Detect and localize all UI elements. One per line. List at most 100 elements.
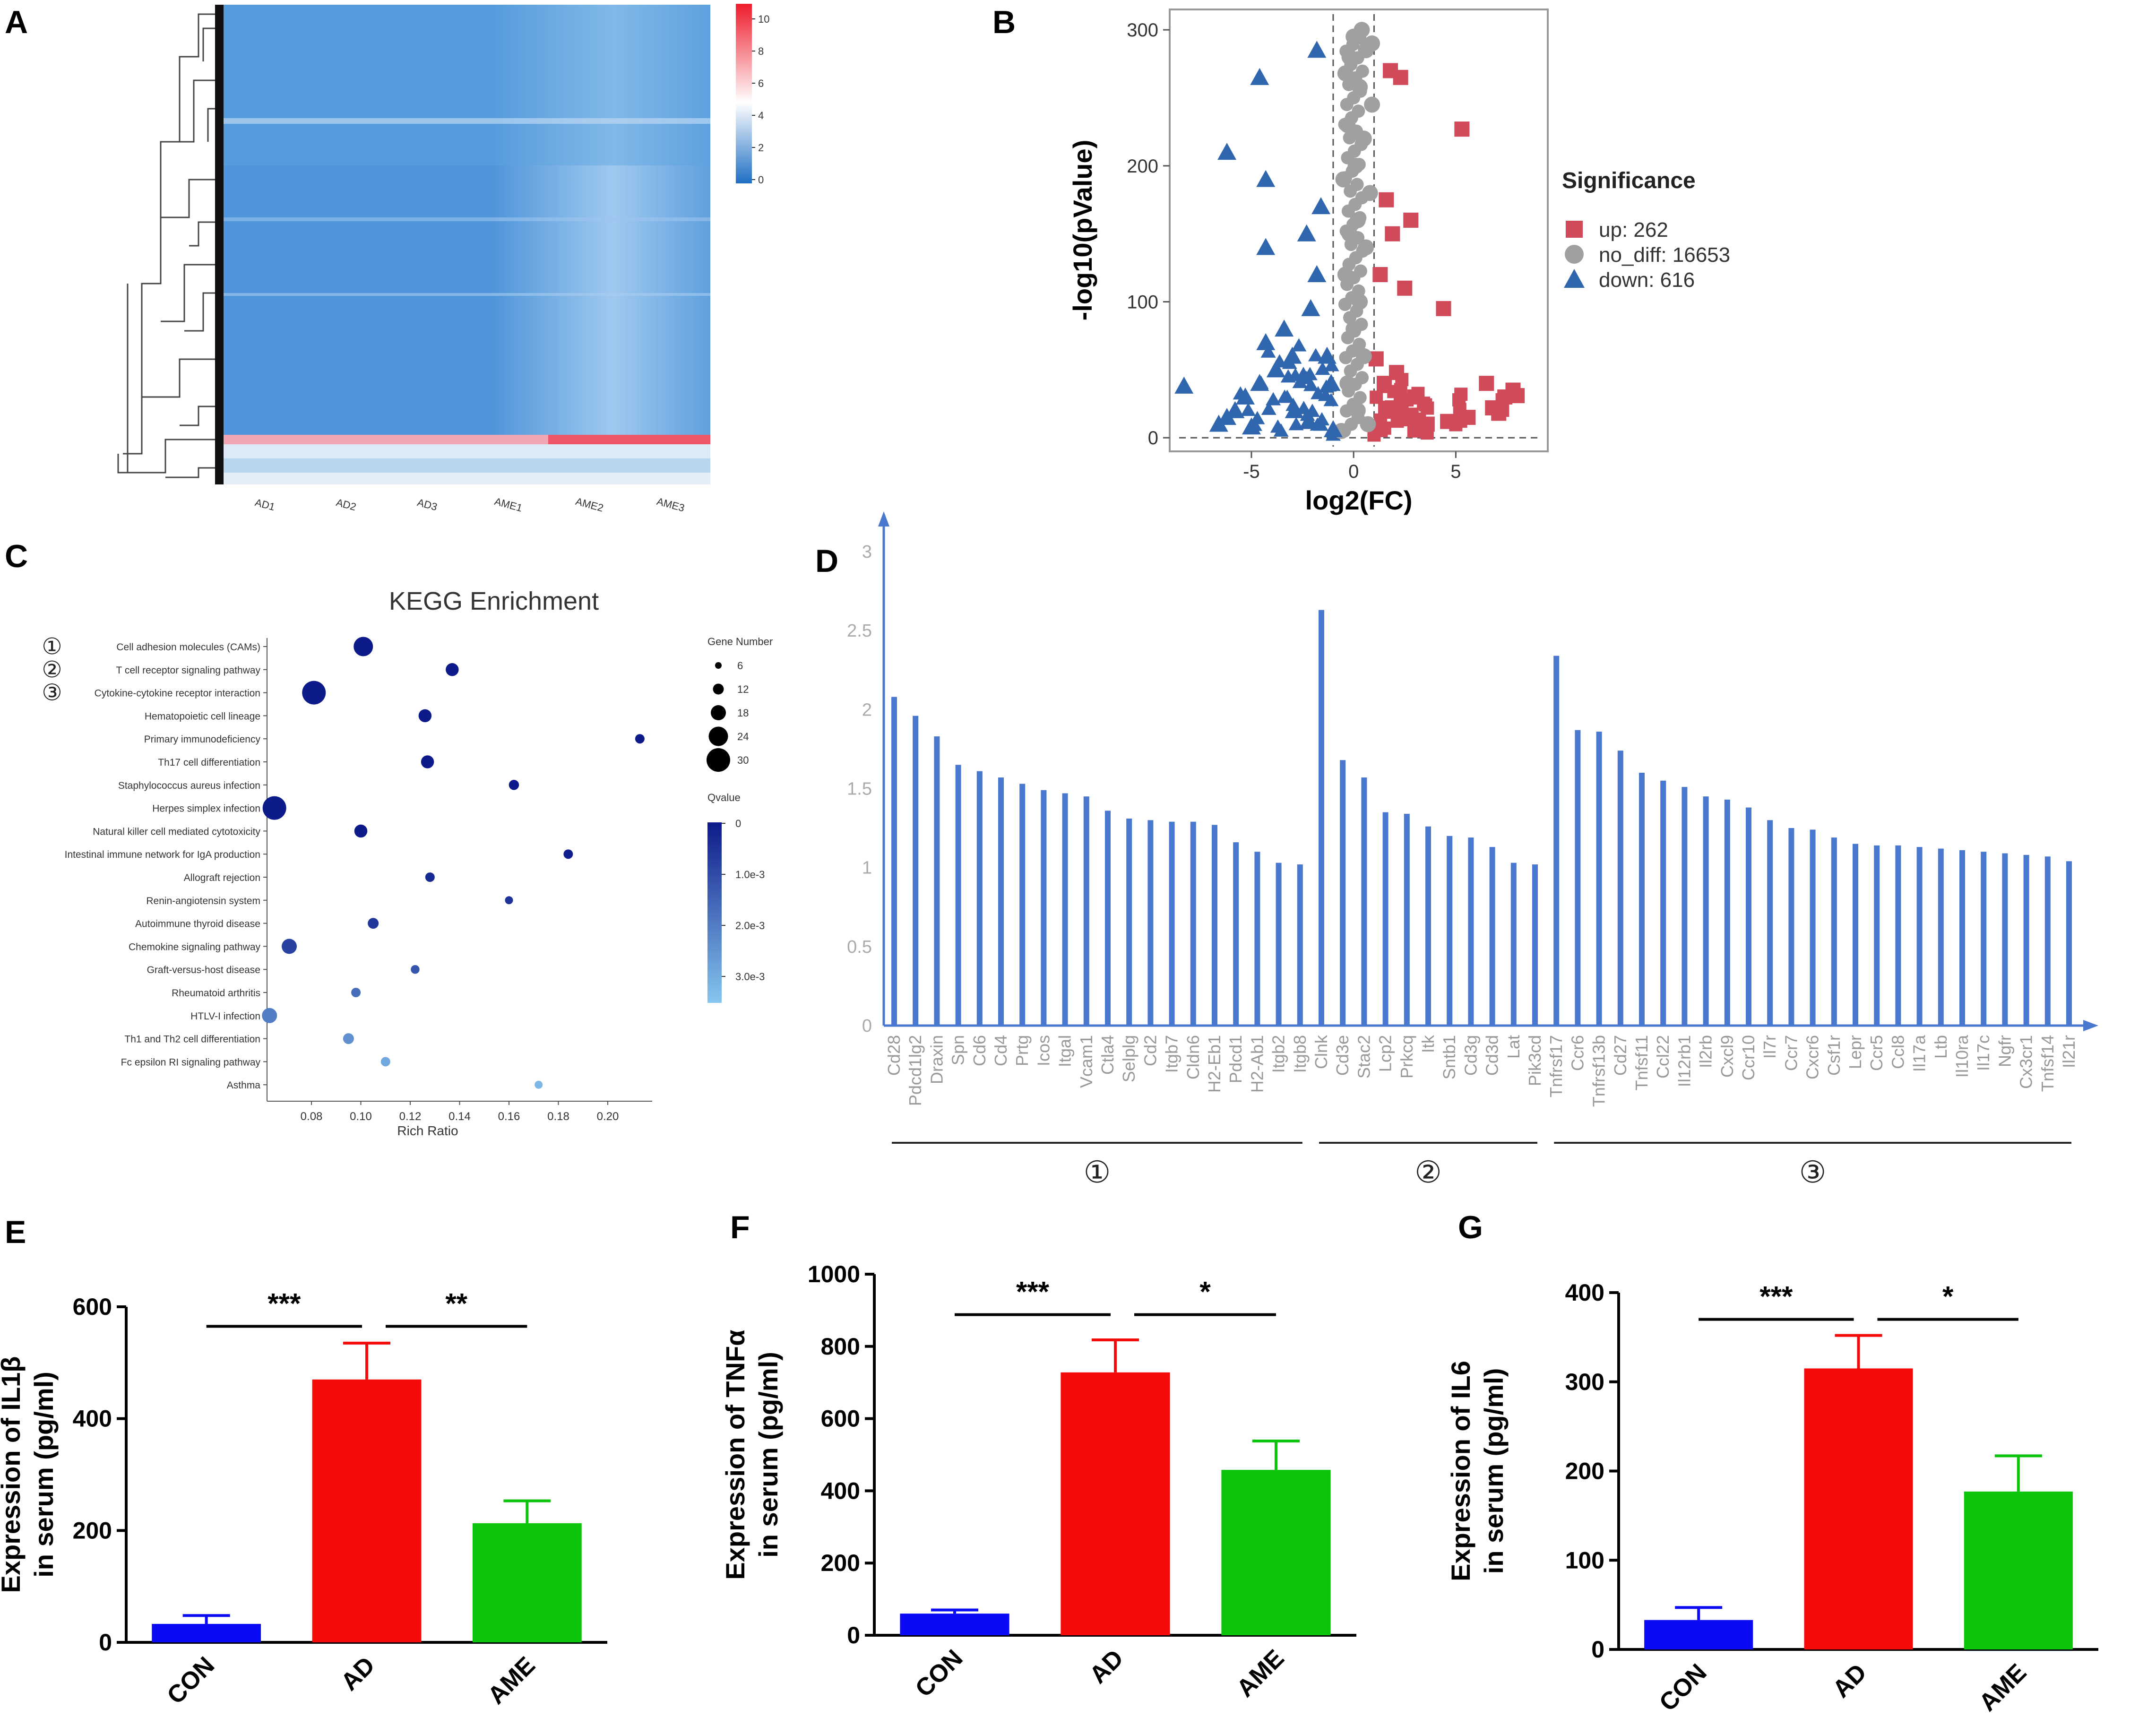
g-chart-ytick-label: 0 (1591, 1636, 1604, 1663)
d-bar-label: Cd28 (884, 1035, 904, 1076)
panel-g-letter: G (1458, 1209, 1483, 1245)
volcano-point-down (1241, 403, 1256, 416)
d-yaxis-arrow (878, 511, 889, 526)
volcano-point-down (1307, 265, 1327, 282)
volcano-point-nodiff (1355, 130, 1372, 147)
g-chart-category-label: CON (1654, 1658, 1712, 1717)
volcano-legend-title: Significance (1562, 168, 1696, 193)
volcano-point-down (1285, 401, 1304, 418)
kegg-xtick-label: 0.12 (399, 1110, 422, 1123)
volcano-point-nodiff (1341, 49, 1358, 65)
kegg-bubble (282, 939, 297, 954)
panel-c: C KEGG Enrichment 0.08 0.10 0.12 0.14 0.16 0.… (5, 538, 773, 1138)
d-bar-label: Cd6 (970, 1035, 989, 1066)
d-bar-label: Cldn6 (1183, 1035, 1203, 1079)
d-ytick-label: 0.5 (847, 937, 872, 957)
volcano-point-up (1385, 226, 1400, 242)
heatmap-row-ticks (215, 5, 224, 484)
f-chart-ytick-label: 600 (821, 1406, 860, 1432)
d-bar (955, 765, 961, 1026)
e-chart-category-label: AME (483, 1651, 541, 1709)
volcano-point-up (1372, 267, 1388, 282)
d-ytick-label: 1.5 (847, 779, 872, 799)
g-chart-ytick-label: 100 (1565, 1547, 1604, 1573)
d-bar-label: Cd3d (1483, 1035, 1502, 1076)
d-bar (934, 736, 940, 1026)
volcano-point-nodiff (1339, 375, 1356, 392)
kegg-xtick-label: 0.10 (350, 1110, 372, 1123)
heatmap-colorbar-ticks: 10 8 6 4 2 0 (752, 13, 769, 186)
d-bar-label: Itgal (1055, 1035, 1075, 1067)
volcano-point-down (1266, 392, 1281, 406)
heatmap-body (224, 5, 710, 484)
d-bar (1105, 811, 1111, 1026)
d-bar (1575, 730, 1581, 1026)
d-bar (1810, 829, 1816, 1026)
d-bar (1788, 828, 1794, 1026)
e-chart-ytick-label: 0 (99, 1629, 112, 1656)
volcano-point-nodiff (1339, 117, 1356, 133)
d-bar-label: Lat (1504, 1035, 1523, 1059)
volcano-point-nodiff (1335, 171, 1352, 188)
f-chart-ylabel-line1: Expression of TNFα (720, 1329, 750, 1579)
e-chart-ylabel-line2: in serum (pg/ml) (29, 1372, 59, 1578)
g-chart-bar (1804, 1368, 1913, 1649)
d-bar-label: Ctla4 (1098, 1035, 1117, 1075)
kegg-term-label: Cell adhesion molecules (CAMs) (116, 642, 260, 653)
d-bar (1425, 826, 1431, 1026)
d-bar-label: Il17a (1910, 1035, 1929, 1072)
e-chart-bar (312, 1379, 422, 1642)
d-bar-label: Itgb7 (1162, 1035, 1181, 1073)
d-bar-label: Itgb2 (1269, 1035, 1288, 1073)
kegg-term-label: Allograft rejection (184, 872, 260, 883)
kegg-size-legend-dot (711, 705, 726, 720)
kegg-group-marker: ③ (42, 681, 62, 706)
volcano-point-down (1242, 417, 1261, 435)
kegg-size-legend-dot (713, 683, 724, 695)
kegg-bubble (505, 896, 513, 905)
volcano-xtick-label: 5 (1450, 461, 1461, 482)
f-chart-ylabel-line2: in serum (pg/ml) (753, 1352, 783, 1558)
d-bar-label: Prtg (1012, 1035, 1032, 1066)
volcano-point-up (1407, 389, 1423, 405)
g-chart-category-label: AME (1974, 1658, 2032, 1717)
d-bar-label: Ccr6 (1568, 1035, 1587, 1071)
volcano-point-up (1460, 410, 1476, 425)
volcano-point-nodiff (1355, 64, 1369, 78)
volcano-point-down (1280, 369, 1296, 383)
d-bar-label: Ccr10 (1739, 1035, 1758, 1080)
kegg-term-label: Chemokine signaling pathway (129, 941, 260, 952)
heatmap-colorbar-tick-label: 8 (758, 45, 764, 57)
volcano-point-down (1217, 143, 1237, 160)
volcano-point-down (1174, 376, 1194, 394)
volcano-point-down (1275, 319, 1294, 337)
g-chart-ylabel-line2: in serum (pg/ml) (1479, 1368, 1509, 1574)
d-bar (1895, 845, 1901, 1026)
d-bar-label: Selplg (1119, 1035, 1138, 1082)
kegg-color-legend-label: 3.0e-3 (735, 971, 765, 983)
kegg-size-legend-dot (715, 662, 722, 669)
kegg-bubble (354, 824, 368, 838)
g-chart-bar (1644, 1620, 1753, 1649)
d-bar (1532, 864, 1538, 1026)
d-bar (1019, 784, 1026, 1026)
volcano-point-nodiff (1354, 22, 1370, 38)
volcano-xlabel: log2(FC) (1305, 485, 1412, 515)
f-chart-category-label: CON (910, 1644, 968, 1702)
volcano-point-up (1479, 376, 1494, 391)
volcano-point-down (1292, 375, 1308, 388)
d-bar-label: Ccl8 (1888, 1035, 1907, 1069)
kegg-color-legend-label: 2.0e-3 (735, 920, 765, 932)
volcano-point-nodiff (1355, 348, 1372, 364)
d-bar (1468, 837, 1474, 1026)
kegg-bubble (262, 796, 286, 820)
d-group-label: ① (1084, 1155, 1111, 1189)
kegg-size-legend: 6 12 18 24 30 (707, 660, 749, 772)
volcano-point-down (1256, 333, 1276, 350)
volcano-point-down (1315, 362, 1330, 375)
d-bar (2023, 854, 2029, 1026)
d-bar-label: Tnfrsf17 (1546, 1035, 1566, 1097)
d-bar-label: Il21r (2059, 1035, 2078, 1068)
d-group-label: ② (1414, 1155, 1441, 1189)
kegg-bubble (368, 918, 379, 929)
